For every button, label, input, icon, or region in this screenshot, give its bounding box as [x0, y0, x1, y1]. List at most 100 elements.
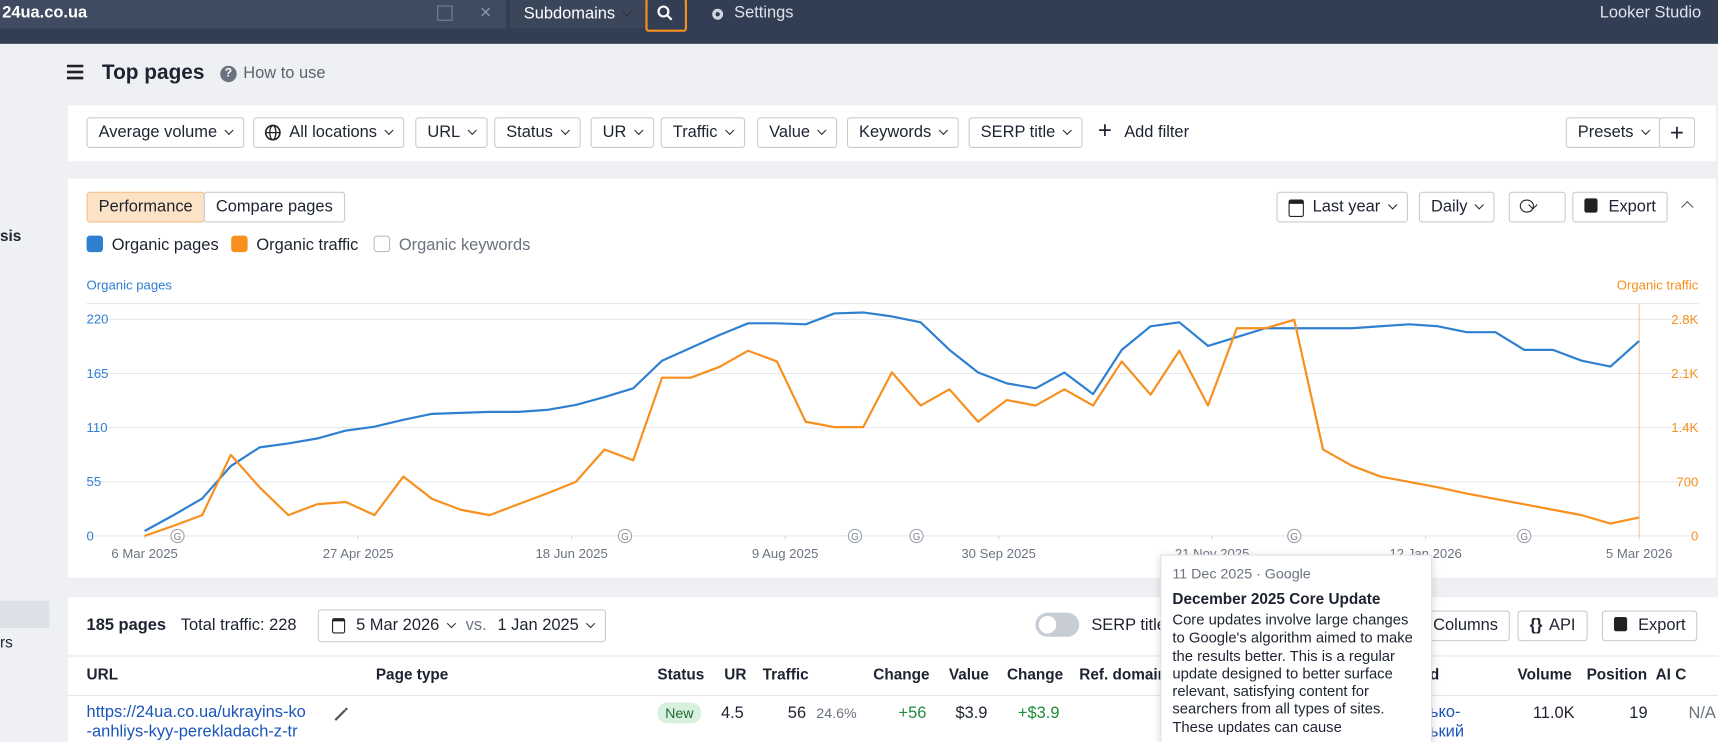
preset-add[interactable]: + [1658, 117, 1695, 148]
traffic-cell: 56 [787, 703, 807, 723]
column-header[interactable]: Position [1586, 665, 1648, 683]
serp-title-toggle[interactable]: SERP title [1091, 615, 1166, 635]
edit-icon[interactable] [332, 706, 350, 724]
interval-button[interactable]: Daily [1418, 191, 1495, 223]
column-header[interactable]: Status [657, 665, 705, 683]
tooltip-date: 11 Dec 2025 · Google [1172, 565, 1311, 582]
sidebar-item[interactable]: sis [0, 226, 22, 245]
tooltip-text: Core updates involve large changes to Goo… [1172, 612, 1431, 737]
column-header[interactable]: AI C [1655, 665, 1687, 683]
tooltip-line: to Google's algorithm aimed to make [1172, 629, 1413, 646]
change-cell: +56 [898, 703, 927, 723]
y-tick-label: 220 [87, 312, 109, 327]
column-header[interactable]: Change [873, 665, 930, 683]
checkbox[interactable] [373, 235, 391, 253]
y2-tick-label: 0 [1691, 528, 1698, 543]
api-button[interactable]: {} API [1517, 610, 1588, 642]
search-icon [657, 5, 673, 21]
x-tick-label: 9 Aug 2025 [752, 546, 818, 561]
legend-label: Organic traffic [256, 235, 359, 255]
column-header[interactable]: Traffic [762, 665, 809, 683]
y-tick-label: 165 [87, 366, 109, 381]
export-icon [1613, 617, 1628, 632]
y-tick-label: 0 [87, 528, 94, 543]
column-header[interactable]: UR [724, 665, 747, 683]
event-marker [909, 528, 924, 544]
ai-cell: N/A [1688, 703, 1716, 723]
domain: 24ua.co.ua [2, 3, 88, 22]
y2-tick-label: 2.1K [1671, 366, 1698, 381]
search-button[interactable] [645, 0, 688, 32]
column-header[interactable]: URL [86, 665, 119, 683]
event-label: G [1290, 532, 1298, 543]
checkbox[interactable] [86, 235, 103, 253]
settings[interactable]: Settings [734, 3, 794, 22]
calendar-icon [1288, 199, 1304, 218]
y-axis-title: Organic pages [87, 277, 173, 292]
tooltip-line: Core updates involve large changes [1172, 611, 1409, 629]
filter-button[interactable]: Traffic [660, 117, 745, 148]
date-b[interactable]: 1 Jan 2025 [497, 616, 594, 635]
legend-item[interactable]: Organic traffic [231, 235, 359, 255]
comment-icon [1519, 199, 1534, 213]
tab[interactable]: Compare pages [203, 191, 345, 223]
status-badge: New [657, 702, 702, 724]
checkbox[interactable] [231, 235, 248, 253]
event-marker [847, 528, 863, 544]
table-header [67, 655, 1718, 696]
tooltip-line: These updates can cause [1172, 718, 1342, 736]
open-icon[interactable] [437, 5, 453, 21]
sidebar-item[interactable]: rs [0, 633, 13, 652]
tooltip-line: relevant, satisfying content for [1172, 683, 1369, 700]
legend-label: Organic pages [111, 235, 219, 255]
annotation-button[interactable] [1508, 191, 1566, 223]
event-label: G [621, 532, 629, 543]
x-tick-label: 6 Mar 2025 [111, 546, 177, 561]
column-header[interactable]: Volume [1517, 665, 1572, 683]
legend-item[interactable]: Organic keywords [373, 235, 530, 254]
clear-icon[interactable]: × [479, 1, 492, 24]
filter-button[interactable]: UR [590, 117, 654, 148]
presets-button[interactable]: Presets [1565, 117, 1661, 148]
braces: {} [1529, 615, 1543, 635]
keyword-link[interactable]: ько-ький [1430, 703, 1464, 742]
toggle[interactable] [1035, 612, 1080, 637]
column-header[interactable]: Page type [375, 665, 449, 683]
y-tick-label: 55 [87, 474, 102, 489]
column-header[interactable]: Value [948, 665, 989, 683]
page-count: 185 pages [86, 615, 167, 635]
x-tick-label: 5 Mar 2026 [1606, 546, 1672, 561]
column-header[interactable]: Change [1006, 665, 1064, 683]
looker-studio[interactable]: Looker Studio [1599, 3, 1702, 22]
value-change-cell: +$3.9 [1017, 703, 1060, 723]
column-header[interactable]: Ref. domain [1079, 665, 1168, 683]
legend-item[interactable]: Organic pages [86, 235, 219, 255]
y2-tick-label: 2.8K [1671, 312, 1698, 327]
url-link[interactable]: https://24ua.co.ua/ukrayins-ko -anhliys-k… [87, 703, 306, 742]
tooltip-title: December 2025 Core Update [1172, 589, 1381, 608]
filter-button[interactable]: All locations [253, 117, 405, 148]
add-filter[interactable]: Add filter [1124, 122, 1190, 142]
date-compare[interactable] [317, 609, 606, 643]
event-label: G [913, 532, 921, 543]
mode-label: Subdomains [524, 4, 631, 23]
tab-active[interactable]: Performance [86, 191, 205, 223]
menu-icon[interactable] [66, 64, 85, 80]
filter-button[interactable]: SERP title [968, 117, 1083, 148]
filter-button[interactable]: Keywords [846, 117, 959, 148]
filter-button[interactable]: Value [757, 117, 838, 148]
filter-button[interactable]: URL [415, 117, 488, 148]
settings-icon [712, 8, 724, 20]
filter-button[interactable]: Status [494, 117, 581, 148]
event-marker [1287, 528, 1302, 544]
date-a[interactable]: 5 Mar 2026 [356, 616, 454, 635]
domain-field[interactable] [0, 0, 507, 29]
x-tick-label: 30 Sep 2025 [961, 546, 1036, 561]
filter-button[interactable]: Average volume [86, 117, 245, 148]
how-to-use[interactable]: How to use [243, 63, 326, 83]
keyword-line: ький [1429, 722, 1465, 741]
period-button[interactable]: Last year [1276, 191, 1408, 223]
column-header[interactable]: d [1429, 665, 1440, 683]
